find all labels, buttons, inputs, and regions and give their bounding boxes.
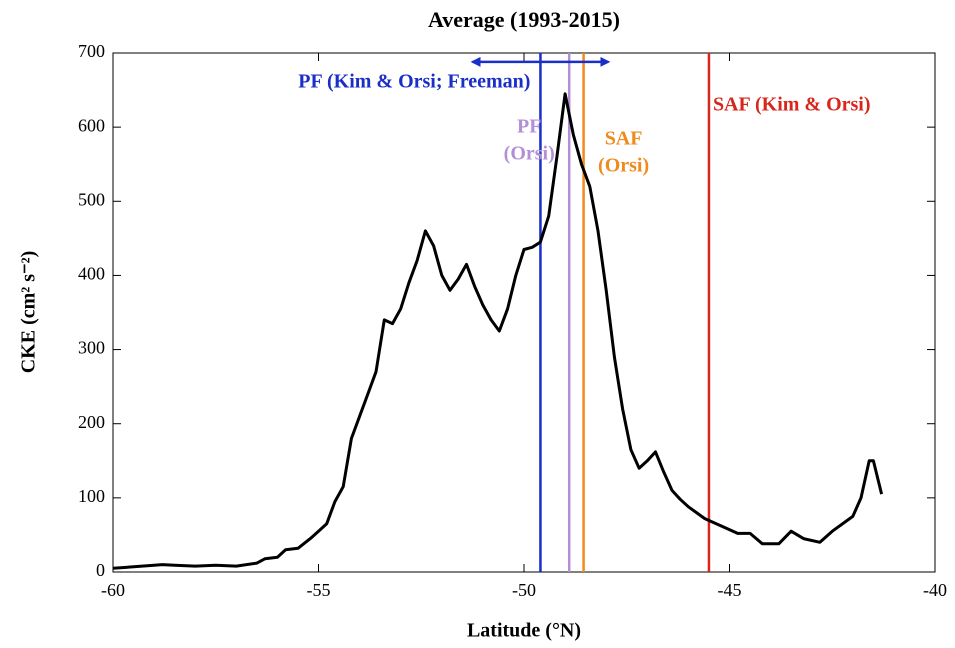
chart-title: Average (1993-2015) xyxy=(428,7,620,32)
y-tick-label: 100 xyxy=(78,486,105,506)
x-tick-label: -60 xyxy=(101,580,125,600)
y-tick-label: 500 xyxy=(78,189,105,209)
x-tick-label: -45 xyxy=(718,580,742,600)
x-tick-label: -40 xyxy=(923,580,947,600)
reference-label: (Orsi) xyxy=(598,155,649,177)
y-tick-label: 400 xyxy=(78,264,105,284)
y-tick-label: 700 xyxy=(78,41,105,61)
reference-label: PF xyxy=(517,116,541,138)
x-tick-label: -55 xyxy=(307,580,331,600)
reference-label: SAF (Kim & Orsi) xyxy=(713,94,871,116)
reference-label: (Orsi) xyxy=(504,143,555,165)
y-axis-label: CKE (cm² s⁻²) xyxy=(18,251,40,374)
x-tick-label: -50 xyxy=(512,580,536,600)
y-tick-label: 200 xyxy=(78,412,105,432)
y-tick-label: 600 xyxy=(78,115,105,135)
y-tick-label: 0 xyxy=(96,560,105,580)
reference-label: PF (Kim & Orsi; Freeman) xyxy=(298,71,530,93)
x-axis-label: Latitude (°N) xyxy=(467,620,581,642)
data-line xyxy=(112,92,884,570)
reference-label: SAF xyxy=(605,128,643,150)
y-tick-label: 300 xyxy=(78,338,105,358)
